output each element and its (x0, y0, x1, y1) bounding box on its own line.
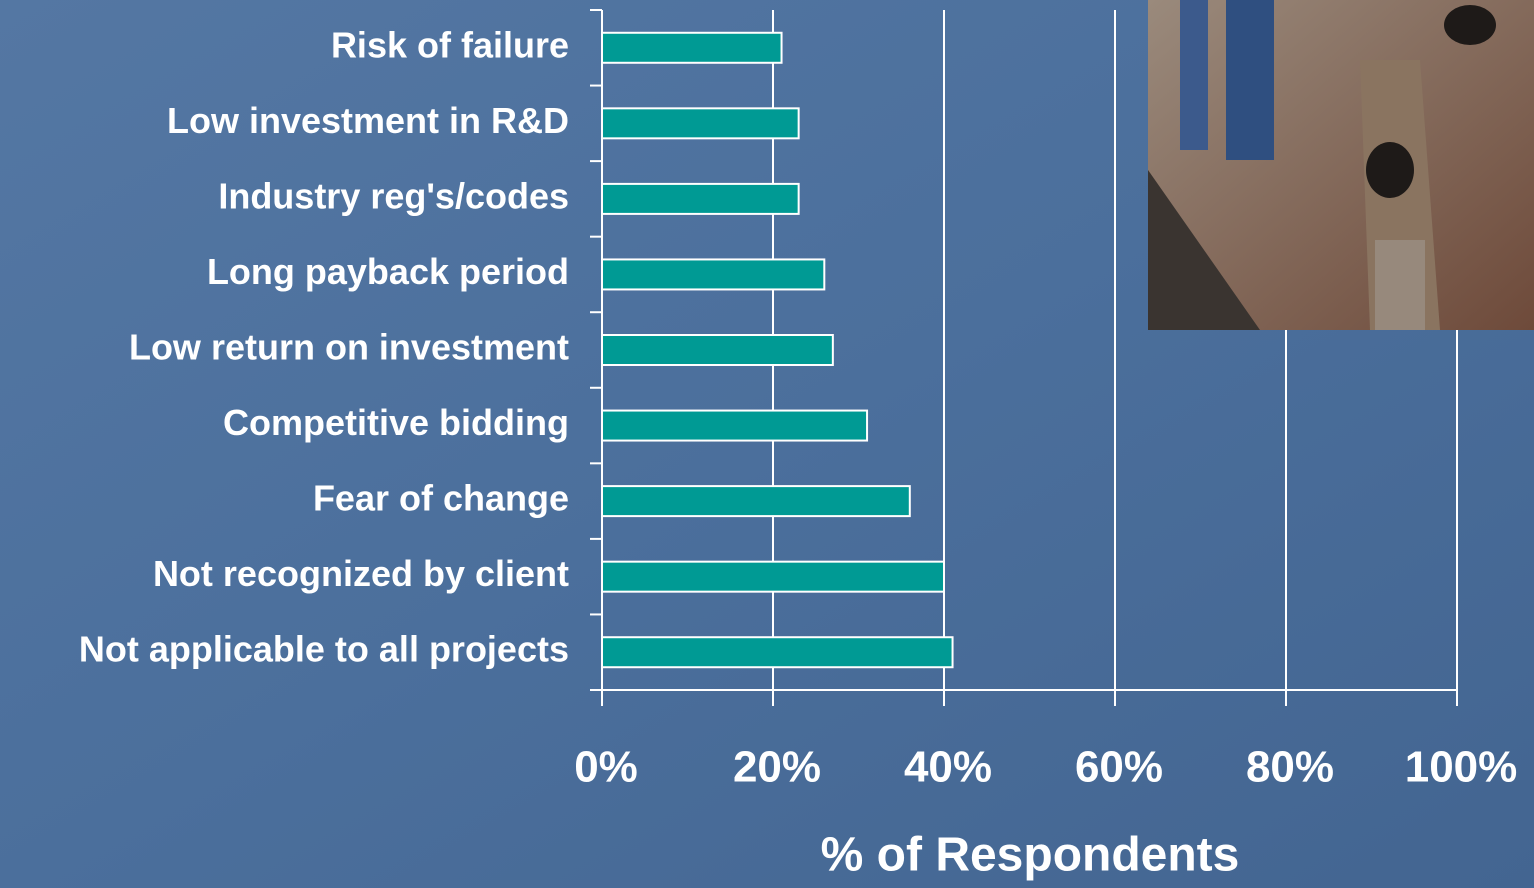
bar (602, 562, 944, 592)
x-tick-label: 80% (1246, 743, 1334, 792)
x-tick-label: 0% (574, 743, 638, 792)
bar (602, 184, 799, 214)
bar (602, 33, 782, 63)
x-tick-label: 60% (1075, 743, 1163, 792)
y-tick-label: Not recognized by client (153, 553, 569, 594)
chart: 0% 20% 40% 60% 80% 100% Risk of failure Low inv… (0, 0, 1534, 888)
y-tick-label: Low investment in R&D (167, 100, 569, 141)
x-tick-label: 40% (904, 743, 992, 792)
x-tick-label: 100% (1405, 743, 1518, 792)
y-tick-label: Low return on investment (129, 327, 569, 368)
y-tick-label: Industry reg's/codes (218, 175, 569, 216)
bar (602, 259, 824, 289)
photo (1148, 0, 1534, 330)
y-tick-label: Long payback period (207, 251, 569, 292)
bar (602, 486, 910, 516)
y-tick-label: Risk of failure (331, 24, 569, 65)
x-axis-title: % of Respondents (821, 829, 1240, 882)
bar (602, 411, 867, 441)
y-tick-label: Not applicable to all projects (79, 629, 569, 670)
bar (602, 637, 953, 667)
y-tick-label: Fear of change (313, 478, 569, 519)
bar (602, 108, 799, 138)
y-tick-label: Competitive bidding (223, 402, 569, 443)
x-tick-label: 20% (733, 743, 821, 792)
bar (602, 335, 833, 365)
